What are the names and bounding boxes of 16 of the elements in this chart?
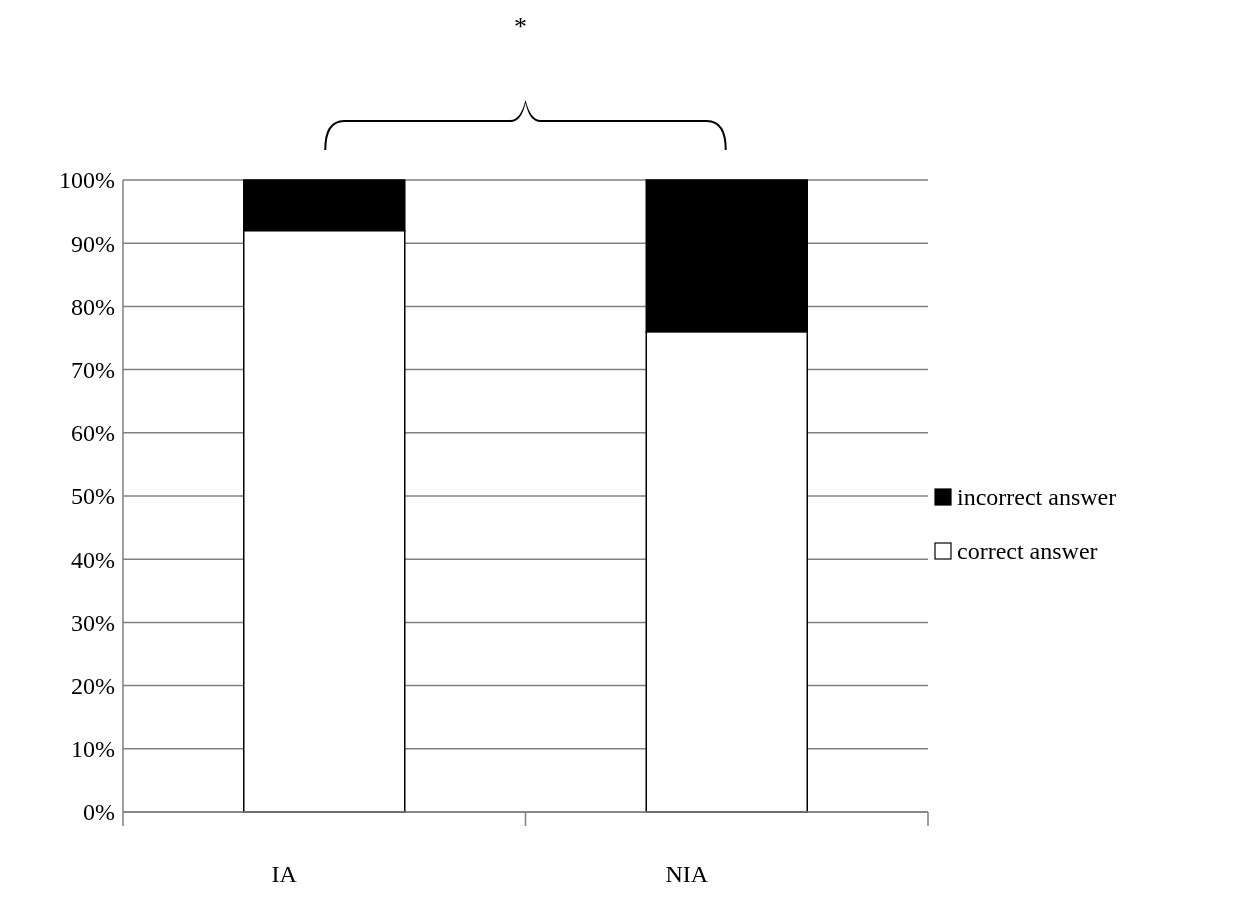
y-tick-label: 100% xyxy=(59,167,115,194)
x-tick-label: NIA xyxy=(665,861,709,887)
legend-label: correct answer xyxy=(957,538,1098,565)
text: * xyxy=(514,12,527,41)
x-tick-label: IA xyxy=(271,861,298,887)
y-tick-label: 50% xyxy=(71,483,115,510)
y-tick-label: 80% xyxy=(71,293,115,320)
y-tick-label: 30% xyxy=(71,609,115,636)
y-tick-label: 0% xyxy=(83,799,115,826)
y-tick-label: 40% xyxy=(71,546,115,573)
y-tick-label: 90% xyxy=(71,230,115,257)
y-tick-label: 20% xyxy=(71,673,115,699)
legend-label: incorrect answer xyxy=(957,484,1117,511)
y-tick-label: 70% xyxy=(71,357,115,383)
y-tick-label: 10% xyxy=(71,736,115,763)
y-tick-label: 60% xyxy=(71,420,115,447)
